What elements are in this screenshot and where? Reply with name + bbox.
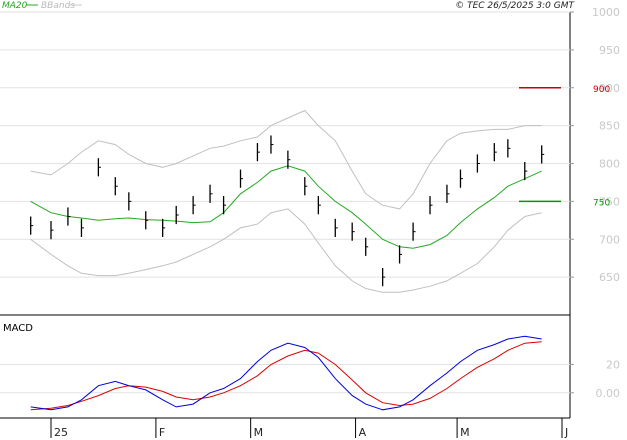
x-tick-label: A <box>359 426 367 439</box>
bbands-lower-line <box>30 208 542 293</box>
macd-line <box>30 335 542 411</box>
x-tick-label: J <box>564 426 568 439</box>
macd-y-ticks: 0.00 20 <box>570 358 621 400</box>
x-axis-ticks: 25 F M A M J <box>50 418 568 439</box>
y-tick-label: 650 <box>599 271 620 284</box>
y-tick-label: 750 <box>599 195 620 208</box>
macd-grid <box>0 363 570 394</box>
legend-bbands: BBands <box>41 1 75 11</box>
macd-series <box>30 335 542 411</box>
level-label-750: 750 <box>593 198 610 208</box>
main-grid <box>0 11 570 278</box>
x-tick-label: M <box>460 426 470 439</box>
macd-title: MACD <box>3 323 33 334</box>
x-tick-label: 25 <box>54 426 68 439</box>
signal-line <box>30 341 542 411</box>
y-tick-label: 850 <box>599 120 620 133</box>
x-tick-label: F <box>159 426 165 439</box>
macd-tick-label: 0.00 <box>596 387 621 400</box>
y-tick-label: 950 <box>599 44 620 57</box>
y-tick-label: 700 <box>599 233 620 246</box>
bbands-upper-line <box>30 109 542 210</box>
y-tick-label: 1000 <box>592 6 620 19</box>
x-tick-label: M <box>254 426 263 439</box>
macd-tick-label: 20 <box>606 358 620 371</box>
copyright-text: © TEC 26/5/2025 3:0 GMT <box>455 1 575 11</box>
main-series <box>30 109 545 293</box>
level-label-900: 900 <box>593 85 610 95</box>
y-tick-label: 800 <box>599 158 620 171</box>
y-tick-label: 900 <box>599 82 620 95</box>
main-y-ticks: 650 700 750 800 850 900 950 1000 <box>570 6 620 284</box>
legend-ma20: MA20 <box>2 1 28 11</box>
ma20-line <box>30 165 542 249</box>
price-levels: 900 750 <box>519 85 610 208</box>
